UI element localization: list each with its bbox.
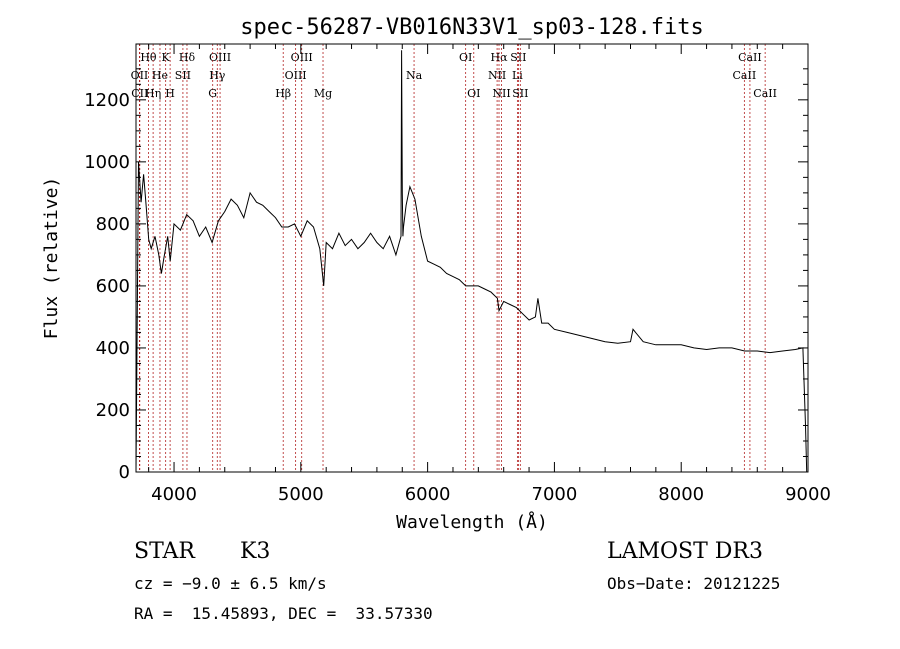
marker-label: OIII xyxy=(285,69,307,82)
marker-label: Hθ xyxy=(140,51,157,64)
marker-label: SII xyxy=(175,69,191,82)
marker-label: Hδ xyxy=(179,51,196,64)
tick-label: 200 xyxy=(96,400,130,421)
marker-label: Hα xyxy=(490,51,508,64)
tick-label: 400 xyxy=(96,338,130,359)
tick-label: 1200 xyxy=(84,90,130,111)
tick-label: 5000 xyxy=(278,484,324,505)
marker-label: Hη xyxy=(145,87,161,100)
marker-label: OIII xyxy=(291,51,313,64)
object-subclass: K3 xyxy=(240,539,271,564)
object-class: STAR xyxy=(134,539,195,564)
tick-label: 1000 xyxy=(84,152,130,173)
spectrum-line xyxy=(135,50,808,473)
tick-label: 0 xyxy=(119,462,130,483)
observation-date: Obs−Date: 20121225 xyxy=(607,574,781,593)
marker-label: OI xyxy=(459,51,472,64)
marker-label: Hβ xyxy=(275,87,291,100)
plot-frame xyxy=(135,43,809,473)
marker-label: NII xyxy=(492,87,510,100)
marker-label: G xyxy=(208,87,217,100)
marker-label: K xyxy=(162,51,171,64)
marker-label: Hγ xyxy=(209,69,226,82)
marker-label: Na xyxy=(406,69,423,82)
marker-label: Mg xyxy=(314,87,332,100)
chart-title: spec-56287-VB016N33V1_sp03-128.fits xyxy=(240,15,704,40)
redshift-velocity: cz = −9.0 ± 6.5 km/s xyxy=(134,574,327,593)
coordinates: RA = 15.45893, DEC = 33.57330 xyxy=(134,604,433,623)
marker-label: OI xyxy=(467,87,480,100)
survey-name: LAMOST DR3 xyxy=(607,539,763,564)
marker-label: NII xyxy=(488,69,506,82)
marker-label: CaII xyxy=(753,87,777,100)
tick-label: 600 xyxy=(96,276,130,297)
marker-label: Li xyxy=(512,69,523,82)
y-axis-label: Flux (relative) xyxy=(41,177,62,340)
marker-label: CaII xyxy=(733,69,757,82)
marker-label: He xyxy=(152,69,168,82)
tick-label: 9000 xyxy=(785,484,831,505)
tick-label: 8000 xyxy=(658,484,704,505)
marker-label: H xyxy=(165,87,175,100)
tick-label: 4000 xyxy=(151,484,197,505)
tick-label: 6000 xyxy=(405,484,451,505)
axis-ticks: 4000 5000 6000 7000 8000 9000 0 200 400 600 800 100… xyxy=(84,44,831,505)
marker-label: CaII xyxy=(738,51,762,64)
tick-label: 800 xyxy=(96,214,130,235)
marker-label: SII xyxy=(510,51,526,64)
marker-label: OIII xyxy=(209,51,231,64)
marker-label: OII xyxy=(131,69,149,82)
tick-label: 7000 xyxy=(532,484,578,505)
x-axis-label: Wavelength (Å) xyxy=(396,511,548,533)
marker-label: SII xyxy=(512,87,528,100)
